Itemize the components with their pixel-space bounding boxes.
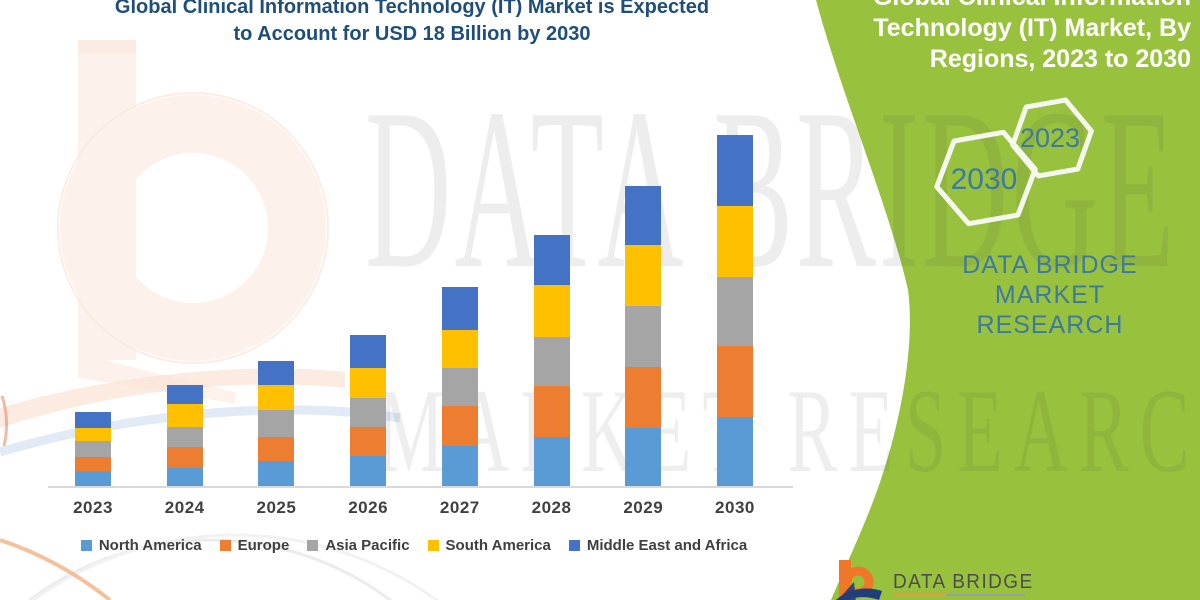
bar-segment-2025-europe — [258, 437, 295, 461]
databridge-logo: DATA BRIDGE MARKET RESEARCH — [832, 556, 1132, 600]
b-logo-watermark — [57, 40, 329, 404]
legend-item-south-america: South America — [427, 537, 551, 554]
bar-segment-2024-middle-east-and-africa — [166, 385, 203, 404]
bar-segment-2028-europe — [533, 386, 570, 437]
x-axis-label-2024: 2024 — [164, 498, 205, 517]
bar-2027 — [441, 287, 478, 487]
bar-2029 — [625, 186, 662, 487]
x-axis-label-2023: 2023 — [73, 498, 113, 517]
bar-segment-2027-south-america — [441, 330, 478, 368]
x-axis-label-2028: 2028 — [531, 498, 572, 517]
bar-2023 — [75, 412, 111, 487]
legend-item-europe: Europe — [219, 537, 290, 554]
bar-segment-2025-middle-east-and-africa — [258, 361, 295, 385]
legend-item-north-america: North America — [80, 537, 202, 554]
side-panel-title-line3: Regions, 2023 to 2030 — [929, 45, 1191, 73]
bar-segment-2028-south-america — [533, 285, 570, 337]
bar-segment-2029-asia-pacific — [625, 306, 662, 367]
bar-segment-2030-asia-pacific — [716, 277, 753, 346]
bar-2030 — [716, 135, 753, 487]
bar-segment-2024-europe — [166, 447, 203, 468]
bar-segment-2030-south-america — [716, 206, 753, 277]
hexagon-2023 — [1010, 97, 1094, 179]
brand-name-line1: DATA BRIDGE MARKET — [962, 251, 1138, 309]
legend-label: Europe — [237, 537, 290, 554]
bar-2024 — [166, 385, 203, 487]
bar-segment-2029-north-america — [625, 428, 662, 487]
bar-segment-2024-north-america — [166, 468, 203, 487]
brand-name-text: DATA BRIDGE MARKET RESEARCH — [930, 250, 1170, 340]
chart-title-line2: to Account for USD 18 Billion by 2030 — [233, 23, 591, 45]
bar-segment-2030-north-america — [716, 417, 753, 487]
chart-title: Global Clinical Information Technology (… — [0, 0, 824, 48]
bar-segment-2023-middle-east-and-africa — [75, 412, 111, 428]
x-axis-label-2026: 2026 — [348, 498, 389, 517]
bar-2025 — [258, 361, 295, 487]
hexagon-2023-label: 2023 — [1020, 123, 1080, 153]
bar-segment-2026-middle-east-and-africa — [350, 335, 387, 368]
bar-2028 — [533, 235, 570, 487]
bar-segment-2025-south-america — [258, 385, 295, 410]
legend-swatch — [80, 540, 92, 551]
legend-swatch — [427, 540, 439, 551]
bar-segment-2029-south-america — [625, 245, 662, 306]
bar-segment-2025-asia-pacific — [258, 410, 295, 437]
chart-title-line1: Global Clinical Information Technology (… — [114, 0, 710, 18]
hexagon-2030 — [934, 129, 1038, 227]
x-axis-label-2025: 2025 — [256, 498, 297, 517]
bar-segment-2026-north-america — [350, 456, 387, 487]
bar-segment-2028-north-america — [533, 437, 570, 487]
legend-label: Middle East and Africa — [586, 537, 748, 554]
side-panel-title: Global Clinical Information Technology (… — [861, 0, 1191, 75]
legend-label: South America — [445, 537, 551, 554]
bar-segment-2030-middle-east-and-africa — [716, 135, 753, 206]
bar-segment-2027-north-america — [441, 446, 478, 487]
bar-segment-2024-south-america — [166, 404, 203, 427]
x-axis-line — [48, 486, 793, 488]
bar-segment-2027-asia-pacific — [441, 368, 478, 406]
bar-segment-2026-asia-pacific — [350, 398, 387, 427]
legend-item-asia-pacific: Asia Pacific — [307, 537, 410, 554]
bar-segment-2023-asia-pacific — [75, 441, 111, 457]
bar-segment-2024-asia-pacific — [166, 427, 203, 447]
bar-segment-2029-middle-east-and-africa — [625, 186, 662, 245]
bar-segment-2025-north-america — [258, 461, 295, 487]
bar-2026 — [350, 335, 387, 487]
bar-segment-2027-europe — [441, 406, 478, 446]
bar-segment-2028-asia-pacific — [533, 337, 570, 386]
hexagon-2030-label: 2030 — [951, 163, 1018, 196]
x-axis-label-2030: 2030 — [715, 498, 755, 517]
bar-segment-2023-north-america — [75, 471, 111, 487]
logo-name-text: DATA BRIDGE — [893, 571, 1034, 593]
bar-segment-2026-south-america — [350, 368, 387, 398]
bar-segment-2029-europe — [625, 367, 662, 428]
watermark-marketresearch: MARKET RESEARCH — [378, 364, 1200, 497]
bar-segment-2023-europe — [75, 457, 111, 471]
legend-label: Asia Pacific — [325, 537, 410, 554]
bar-segment-2023-south-america — [75, 428, 111, 441]
x-axis-label-2027: 2027 — [439, 498, 480, 517]
legend-swatch — [568, 540, 580, 551]
side-panel-title-line1: Global Clinical Information — [861, 0, 1191, 13]
chart-legend: North America Europe Asia Pacific South Ame… — [0, 537, 828, 554]
bar-segment-2026-europe — [350, 427, 387, 456]
bar-segment-2028-middle-east-and-africa — [533, 235, 570, 285]
databridge-logo-mark — [836, 560, 882, 600]
legend-label: North America — [98, 537, 202, 554]
legend-item-middle-east-and-africa: Middle East and Africa — [568, 537, 748, 554]
brand-name-line2: RESEARCH — [976, 311, 1124, 339]
side-panel-title-line2: Technology (IT) Market, By — [873, 14, 1191, 42]
bar-segment-2030-europe — [716, 346, 753, 417]
logo-underline — [893, 594, 1025, 596]
x-axis-label-2029: 2029 — [623, 498, 664, 517]
legend-swatch — [307, 540, 319, 551]
bar-segment-2027-middle-east-and-africa — [441, 287, 478, 330]
logo-sub-text: MARKET RESEARCH — [893, 597, 1058, 600]
legend-swatch — [219, 540, 231, 551]
